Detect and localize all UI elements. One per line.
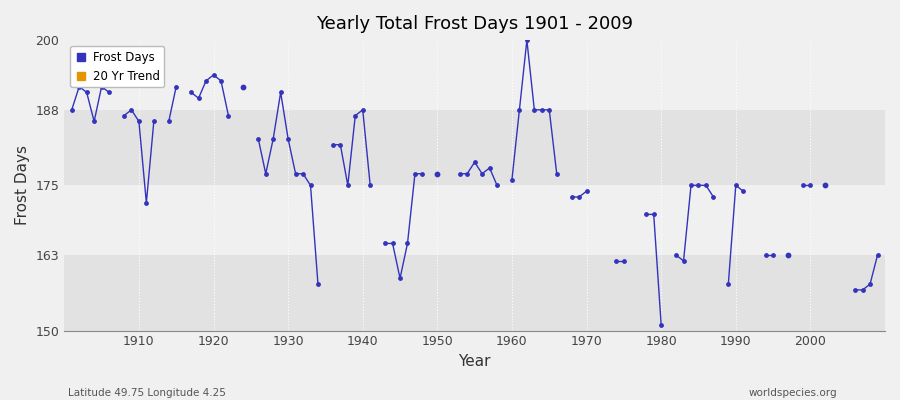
Point xyxy=(124,107,139,113)
Point xyxy=(564,194,579,200)
Point xyxy=(572,194,586,200)
Point xyxy=(192,95,206,102)
X-axis label: Year: Year xyxy=(458,354,491,369)
Point xyxy=(415,170,429,177)
Point xyxy=(453,170,467,177)
Point xyxy=(580,188,594,194)
Point xyxy=(698,182,713,188)
Point xyxy=(669,252,683,258)
Bar xyxy=(64,40,885,110)
Point xyxy=(519,37,534,43)
Point xyxy=(356,107,370,113)
Point xyxy=(117,112,131,119)
Point xyxy=(542,107,556,113)
Point xyxy=(408,170,422,177)
Point xyxy=(467,159,482,165)
Point xyxy=(236,83,250,90)
Point xyxy=(460,170,474,177)
Point xyxy=(72,83,86,90)
Point xyxy=(258,170,273,177)
Point xyxy=(266,136,281,142)
Point xyxy=(274,89,288,96)
Title: Yearly Total Frost Days 1901 - 2009: Yearly Total Frost Days 1901 - 2009 xyxy=(316,15,633,33)
Point xyxy=(609,258,624,264)
Point xyxy=(863,281,878,287)
Point xyxy=(550,170,564,177)
Point xyxy=(214,78,229,84)
Point xyxy=(654,322,669,328)
Y-axis label: Frost Days: Frost Days xyxy=(15,145,30,225)
Point xyxy=(221,112,236,119)
Point xyxy=(310,281,325,287)
Text: worldspecies.org: worldspecies.org xyxy=(749,388,837,398)
Point xyxy=(848,287,862,293)
Point xyxy=(430,170,445,177)
Point xyxy=(184,89,198,96)
Point xyxy=(161,118,176,125)
Point xyxy=(102,89,116,96)
Point xyxy=(870,252,885,258)
Point xyxy=(251,136,266,142)
Text: Latitude 49.75 Longitude 4.25: Latitude 49.75 Longitude 4.25 xyxy=(68,388,225,398)
Point xyxy=(169,83,184,90)
Point xyxy=(729,182,743,188)
Point xyxy=(684,182,698,188)
Point xyxy=(512,107,526,113)
Legend: Frost Days, 20 Yr Trend: Frost Days, 20 Yr Trend xyxy=(70,46,165,87)
Point xyxy=(721,281,735,287)
Point xyxy=(303,182,318,188)
Point xyxy=(527,107,542,113)
Point xyxy=(340,182,355,188)
Point xyxy=(326,142,340,148)
Point xyxy=(333,142,347,148)
Point xyxy=(131,118,146,125)
Point xyxy=(736,188,751,194)
Point xyxy=(79,89,94,96)
Point xyxy=(378,240,392,247)
Point xyxy=(616,258,631,264)
Point xyxy=(147,118,161,125)
Bar xyxy=(64,110,885,185)
Point xyxy=(400,240,415,247)
Point xyxy=(759,252,773,258)
Point xyxy=(818,182,832,188)
Point xyxy=(706,194,721,200)
Point xyxy=(490,182,504,188)
Point xyxy=(392,275,407,282)
Point xyxy=(94,83,109,90)
Bar xyxy=(64,185,885,255)
Point xyxy=(781,252,796,258)
Point xyxy=(505,176,519,183)
Point xyxy=(206,72,220,78)
Point xyxy=(363,182,377,188)
Point xyxy=(646,211,661,218)
Point xyxy=(691,182,706,188)
Point xyxy=(140,200,154,206)
Point xyxy=(199,78,213,84)
Point xyxy=(296,170,310,177)
Point xyxy=(766,252,780,258)
Point xyxy=(803,182,817,188)
Point xyxy=(65,107,79,113)
Point xyxy=(535,107,549,113)
Point xyxy=(482,165,497,171)
Point xyxy=(288,170,302,177)
Point xyxy=(385,240,400,247)
Point xyxy=(348,112,363,119)
Point xyxy=(281,136,295,142)
Point xyxy=(796,182,810,188)
Point xyxy=(475,170,490,177)
Bar xyxy=(64,255,885,330)
Point xyxy=(639,211,653,218)
Point xyxy=(855,287,869,293)
Point xyxy=(87,118,102,125)
Point xyxy=(677,258,691,264)
